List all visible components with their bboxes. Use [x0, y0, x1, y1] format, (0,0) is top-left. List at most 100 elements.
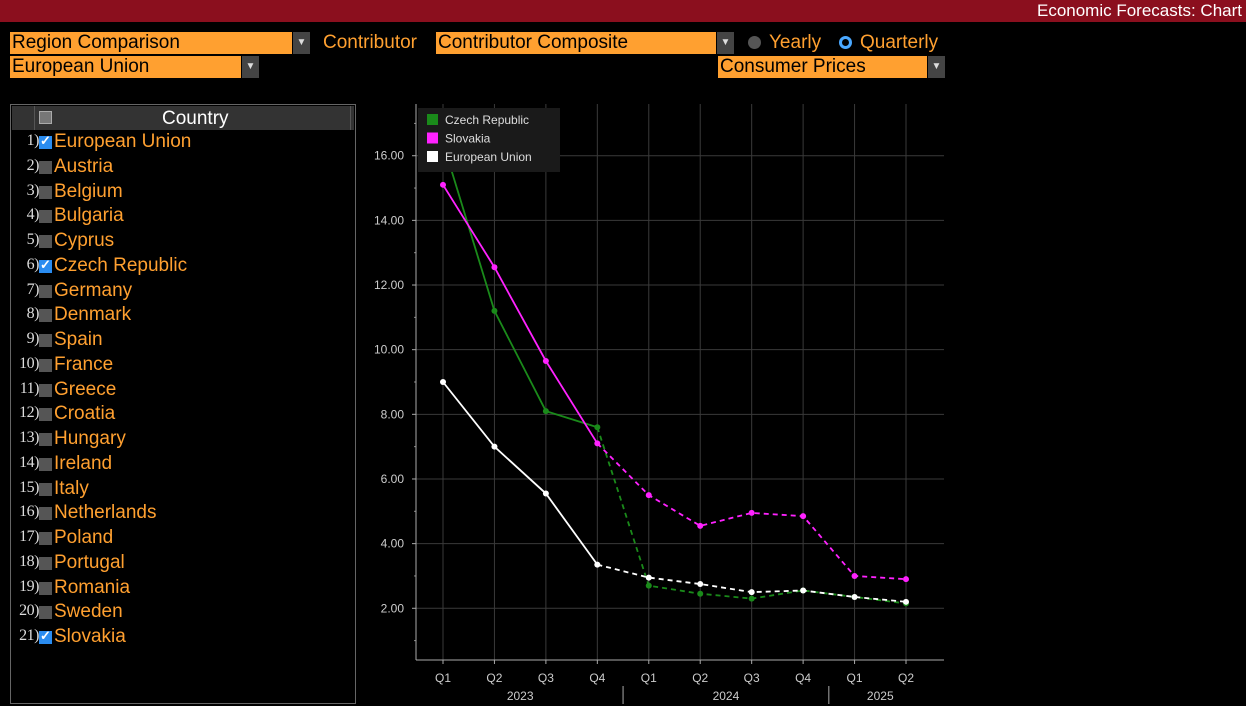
country-name[interactable]: Romania: [54, 576, 131, 598]
data-point: [542, 490, 549, 497]
row-number: 13): [19, 429, 39, 446]
country-row[interactable]: 2) Austria: [11, 156, 355, 181]
country-row[interactable]: 16) Netherlands: [11, 502, 355, 527]
country-name[interactable]: Germany: [54, 279, 133, 301]
country-name[interactable]: Czech Republic: [54, 254, 188, 276]
indicator-select[interactable]: Consumer Prices ▼: [718, 56, 945, 78]
country-name[interactable]: Portugal: [54, 551, 125, 573]
legend-label: European Union: [445, 150, 532, 164]
country-name[interactable]: Netherlands: [54, 502, 157, 524]
country-row[interactable]: 18) Portugal: [11, 552, 355, 577]
country-checkbox[interactable]: [39, 257, 52, 273]
y-tick-label: 14.00: [374, 213, 404, 227]
series-line-actual: [442, 184, 599, 444]
country-name[interactable]: Bulgaria: [54, 205, 124, 227]
country-checkbox[interactable]: [39, 581, 52, 595]
country-checkbox[interactable]: [39, 433, 52, 446]
country-checkbox[interactable]: [39, 507, 52, 521]
chevron-down-icon[interactable]: ▼: [292, 32, 310, 54]
country-list-header: Country: [12, 106, 354, 130]
country-name[interactable]: Ireland: [54, 452, 113, 474]
x-tick-label: Q3: [538, 671, 554, 685]
region-select[interactable]: European Union ▼: [10, 56, 259, 78]
country-name[interactable]: Slovakia: [54, 626, 126, 647]
country-row[interactable]: 4) Bulgaria: [11, 205, 355, 230]
country-name[interactable]: Belgium: [54, 180, 123, 202]
country-name[interactable]: Sweden: [54, 601, 123, 623]
country-row[interactable]: 12) Croatia: [11, 403, 355, 428]
country-checkbox[interactable]: [39, 408, 52, 422]
country-checkbox[interactable]: [39, 235, 52, 248]
region-select-value: European Union: [12, 56, 150, 77]
country-checkbox[interactable]: [39, 532, 52, 545]
country-list-panel: Country 1) European Union 2) Austria 3) Belgi…: [10, 104, 356, 704]
country-row[interactable]: 15) Italy: [11, 478, 355, 503]
country-row[interactable]: 17) Poland: [11, 527, 355, 552]
year-label: 2024: [713, 689, 740, 703]
yearly-radio[interactable]: [748, 36, 761, 49]
country-row[interactable]: 6) Czech Republic: [11, 255, 355, 280]
country-name[interactable]: Greece: [54, 378, 117, 400]
country-name[interactable]: Spain: [54, 329, 103, 350]
country-row[interactable]: 7) Germany: [11, 280, 355, 305]
country-row[interactable]: 19) Romania: [11, 577, 355, 602]
data-point: [903, 576, 909, 583]
window-title: Economic Forecasts: Chart: [1036, 1, 1242, 20]
quarterly-radio[interactable]: [839, 36, 852, 49]
country-name[interactable]: Croatia: [54, 403, 116, 425]
country-checkbox[interactable]: [39, 185, 52, 199]
yearly-radio-label[interactable]: Yearly: [769, 32, 822, 53]
chevron-down-icon[interactable]: ▼: [241, 56, 259, 78]
country-row[interactable]: 11) Greece: [11, 379, 355, 404]
contributor-select[interactable]: Contributor Composite ▼: [436, 32, 734, 54]
country-checkbox[interactable]: [39, 383, 52, 397]
country-checkbox[interactable]: [39, 309, 52, 323]
data-point: [594, 561, 601, 568]
country-name[interactable]: Cyprus: [54, 230, 115, 251]
country-row[interactable]: 3) Belgium: [11, 181, 355, 206]
comparison-select[interactable]: Region Comparison ▼: [10, 32, 310, 54]
country-checkbox[interactable]: [39, 133, 52, 149]
data-point: [594, 424, 601, 431]
x-tick-label: Q1: [847, 671, 863, 685]
country-checkbox[interactable]: [39, 556, 52, 570]
country-row[interactable]: 8) Denmark: [11, 304, 355, 329]
chevron-down-icon[interactable]: ▼: [927, 56, 945, 78]
y-tick-label: 12.00: [374, 278, 404, 292]
chevron-down-icon[interactable]: ▼: [716, 32, 734, 54]
row-number: 5): [26, 231, 40, 248]
country-row[interactable]: 1) European Union: [11, 131, 355, 156]
country-checkbox[interactable]: [39, 482, 52, 496]
country-checkbox[interactable]: [39, 606, 52, 620]
country-name[interactable]: Italy: [54, 477, 89, 499]
country-checkbox[interactable]: [39, 457, 52, 471]
country-name[interactable]: Hungary: [54, 428, 126, 449]
country-row[interactable]: 14) Ireland: [11, 453, 355, 478]
x-tick-label: Q3: [744, 671, 760, 685]
data-point: [491, 307, 498, 314]
country-checkbox[interactable]: [39, 334, 52, 347]
country-row[interactable]: 10) France: [11, 354, 355, 379]
country-name[interactable]: Poland: [54, 527, 114, 548]
x-tick-label: Q4: [589, 671, 605, 685]
country-checkbox[interactable]: [39, 358, 52, 372]
country-checkbox[interactable]: [39, 160, 52, 174]
country-row[interactable]: 9) Spain: [11, 329, 355, 354]
select-all-checkbox[interactable]: [39, 111, 52, 124]
country-checkbox[interactable]: [39, 210, 52, 224]
country-checkbox[interactable]: [39, 628, 52, 644]
country-name[interactable]: European Union: [54, 131, 192, 152]
country-rows: 1) European Union 2) Austria 3) Belgium 4) Bulg…: [11, 131, 355, 651]
country-column-header[interactable]: Country: [162, 108, 229, 129]
country-checkbox[interactable]: [39, 284, 52, 298]
country-name[interactable]: France: [54, 353, 114, 375]
country-row[interactable]: 13) Hungary: [11, 428, 355, 453]
country-row[interactable]: 5) Cyprus: [11, 230, 355, 255]
data-point: [491, 443, 498, 450]
country-row[interactable]: 20) Sweden: [11, 601, 355, 626]
country-name[interactable]: Austria: [54, 155, 114, 177]
country-row[interactable]: 21) Slovakia: [11, 626, 355, 651]
y-tick-label: 16.00: [374, 149, 404, 163]
quarterly-radio-label[interactable]: Quarterly: [860, 32, 939, 53]
country-name[interactable]: Denmark: [54, 304, 132, 326]
